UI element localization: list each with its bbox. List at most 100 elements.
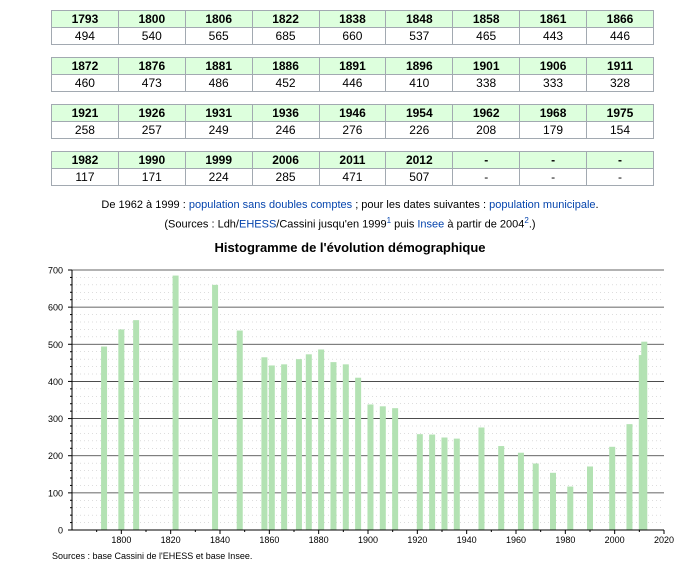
population-bar — [268, 365, 275, 530]
link-insee[interactable]: Insee — [417, 218, 445, 231]
population-cell: 446 — [586, 27, 654, 45]
population-bar — [429, 434, 436, 530]
year-cell: - — [519, 151, 587, 169]
population-row: 258 257 249 246 276 226 208 179 154 — [51, 121, 654, 139]
population-cell: 486 — [184, 74, 253, 92]
year-cell: 1848 — [385, 10, 454, 28]
year-cell: 1886 — [251, 57, 320, 75]
year-row: 1921 1926 1931 1936 1946 1954 1962 1968 1975 — [51, 104, 654, 122]
reference-1-link[interactable]: 1 — [386, 216, 392, 225]
note-text: (Sources : Ldh/ — [164, 218, 239, 231]
year-cell: 1921 — [51, 104, 119, 122]
population-bar — [626, 424, 633, 530]
note-text: à partir de 2004 — [444, 218, 525, 231]
population-bar — [478, 427, 485, 530]
x-tick-label: 2000 — [605, 535, 625, 545]
link-population-municipale[interactable]: population municipale — [489, 199, 596, 211]
year-cell: 1866 — [586, 10, 654, 28]
link-ehess[interactable]: EHESS — [238, 218, 277, 231]
year-cell: 1936 — [251, 104, 320, 122]
year-cell: 1990 — [117, 151, 186, 169]
year-row: 1793 1800 1806 1822 1838 1848 1858 1861 1866 — [51, 10, 654, 28]
population-cell: 154 — [586, 121, 654, 139]
x-tick-label: 2020 — [654, 535, 674, 545]
population-cell: 465 — [452, 27, 521, 45]
population-cell: 338 — [452, 74, 521, 92]
year-cell: 1975 — [586, 104, 654, 122]
population-bar — [587, 466, 593, 530]
population-row: 117 171 224 285 471 507- - - — [51, 168, 654, 186]
year-cell: 1793 — [51, 10, 119, 28]
population-cell: 507 — [385, 168, 454, 186]
year-cell: - — [586, 151, 654, 169]
population-bar — [517, 452, 524, 530]
year-cell: 1982 — [51, 151, 119, 169]
year-cell: 1968 — [519, 104, 587, 122]
population-table-2: 1872 1876 1881 1886 1891 1896 1901 1906 1911 460… — [51, 57, 654, 92]
population-cell: 452 — [251, 74, 320, 92]
note-text: puis — [391, 218, 418, 231]
x-tick-label: 1840 — [210, 535, 230, 545]
x-tick-label: 1980 — [555, 535, 575, 545]
year-cell: 1926 — [117, 104, 186, 122]
population-bar — [281, 364, 288, 530]
x-tick-label: 1820 — [161, 535, 181, 545]
population-bar — [609, 446, 616, 530]
note-text: .) — [528, 218, 536, 231]
note-text: /Cassini jusqu'en 1999 — [276, 218, 387, 231]
population-bar — [330, 362, 337, 530]
year-cell: 1931 — [184, 104, 253, 122]
population-bar — [295, 359, 302, 530]
population-bar — [342, 364, 349, 530]
population-cell: 117 — [51, 168, 119, 186]
population-row: 460 473 486 452 446 410 338 333 328 — [51, 74, 654, 92]
year-cell: 1999 — [184, 151, 253, 169]
population-cell: 171 — [117, 168, 186, 186]
population-bar — [172, 275, 179, 530]
y-tick-label: 300 — [48, 414, 63, 424]
reference-2-link[interactable]: 2 — [524, 216, 529, 225]
population-table-3: 1921 1926 1931 1936 1946 1954 1962 1968 1975 258… — [51, 104, 654, 139]
population-cell: 257 — [117, 121, 186, 139]
population-definition-note: De 1962 à 1999 : population sans doubles… — [0, 199, 700, 211]
population-cell: 258 — [51, 121, 119, 139]
population-cell: 685 — [251, 27, 320, 45]
population-bar — [532, 463, 539, 530]
population-bar — [367, 404, 374, 530]
population-bar — [305, 354, 312, 530]
y-tick-label: 600 — [48, 303, 63, 313]
note-text: De 1962 à 1999 : — [101, 199, 189, 211]
population-cell: 565 — [184, 27, 253, 45]
population-cell: 540 — [117, 27, 186, 45]
x-tick-label: 1860 — [259, 535, 279, 545]
chart-title: Histogramme de l'évolution démographique — [214, 240, 486, 255]
population-cell: - — [452, 168, 521, 186]
y-tick-label: 100 — [48, 488, 63, 498]
population-cell: 249 — [184, 121, 253, 139]
year-cell: 1806 — [184, 10, 253, 28]
population-cell: 446 — [318, 74, 387, 92]
y-tick-label: 0 — [58, 526, 63, 536]
population-table-4: 1982 1990 1999 2006 2011 2012- - - 117 171 224 285… — [51, 151, 654, 186]
population-bar — [236, 330, 243, 530]
x-tick-label: 1940 — [457, 535, 477, 545]
year-cell: 2006 — [251, 151, 320, 169]
population-cell: - — [586, 168, 654, 186]
link-population-sans-doubles-comptes[interactable]: population sans doubles comptes — [188, 199, 353, 211]
population-cell: - — [519, 168, 587, 186]
population-cell: 285 — [251, 168, 320, 186]
year-cell: 1800 — [117, 10, 186, 28]
x-tick-label: 1960 — [506, 535, 526, 545]
y-tick-label: 200 — [48, 451, 63, 461]
population-cell: 660 — [318, 27, 387, 45]
note-text: ; pour les dates suivantes : — [352, 199, 490, 211]
population-bar — [453, 438, 460, 530]
sources-note: (Sources : Ldh/EHESS/Cassini jusqu'en 19… — [0, 216, 700, 231]
population-bar — [261, 357, 268, 530]
population-cell: 328 — [586, 74, 654, 92]
x-tick-label: 1880 — [309, 535, 329, 545]
population-cell: 208 — [452, 121, 521, 139]
population-cell: 246 — [251, 121, 320, 139]
note-text: . — [595, 199, 599, 211]
